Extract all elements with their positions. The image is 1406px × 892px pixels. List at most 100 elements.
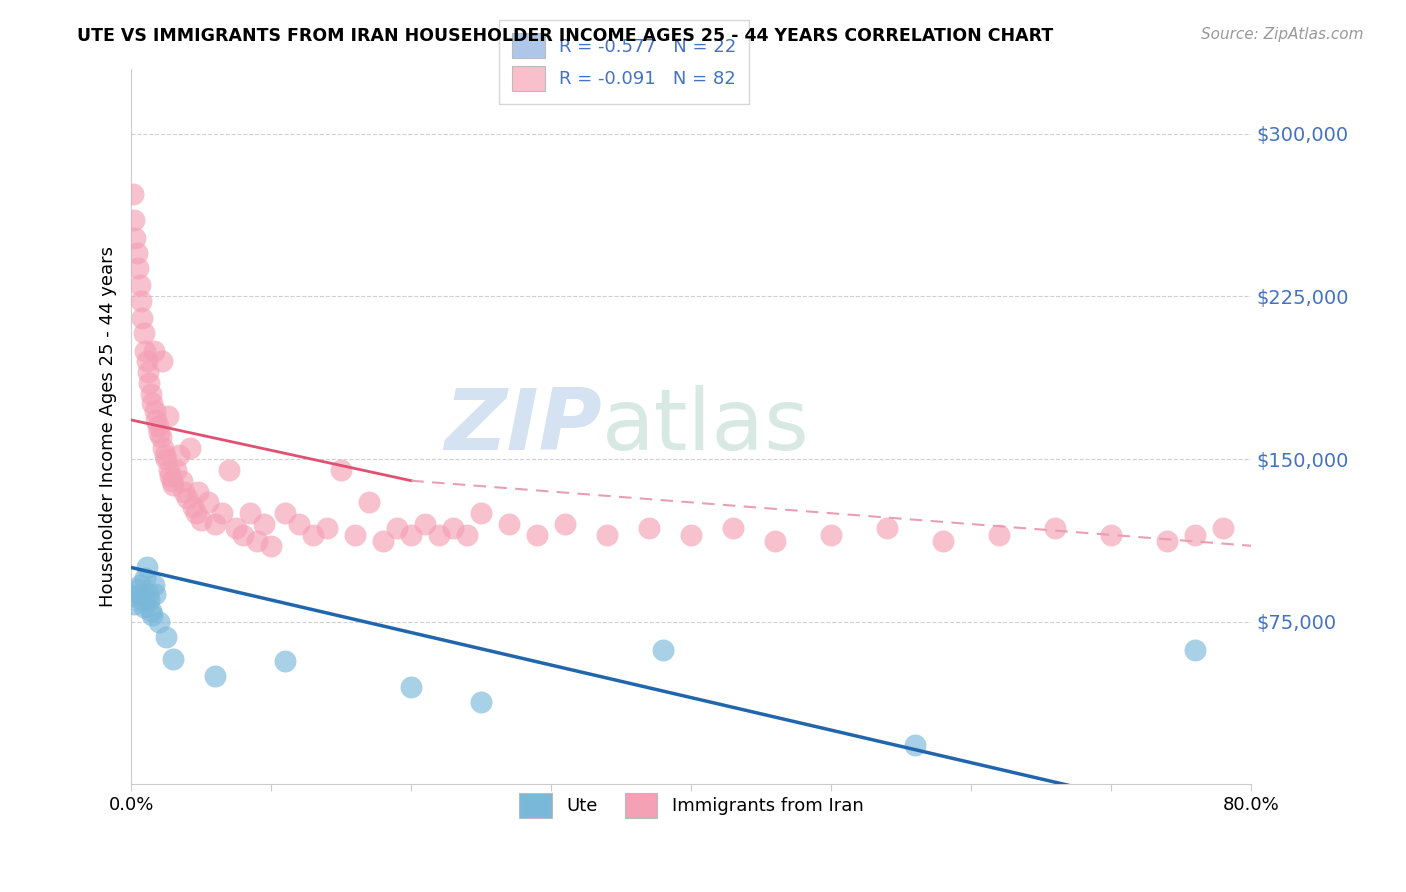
Point — [387, 521, 409, 535]
Point — [456, 528, 478, 542]
Text: atlas: atlas — [602, 385, 810, 468]
Point — [129, 293, 152, 308]
Point — [359, 495, 381, 509]
Point — [204, 517, 226, 532]
Point — [498, 517, 520, 532]
Point — [1212, 521, 1234, 535]
Point — [988, 528, 1011, 542]
Point — [135, 354, 157, 368]
Point — [142, 578, 165, 592]
Point — [143, 404, 166, 418]
Point — [554, 517, 576, 532]
Point — [681, 528, 703, 542]
Point — [155, 630, 177, 644]
Point — [136, 365, 159, 379]
Point — [122, 213, 145, 227]
Y-axis label: Householder Income Ages 25 - 44 years: Householder Income Ages 25 - 44 years — [100, 246, 117, 607]
Point — [143, 586, 166, 600]
Point — [167, 448, 190, 462]
Point — [190, 513, 212, 527]
Point — [723, 521, 745, 535]
Point — [157, 463, 180, 477]
Point — [596, 528, 619, 542]
Point — [132, 599, 155, 614]
Point — [413, 517, 436, 532]
Point — [153, 448, 176, 462]
Point — [211, 506, 233, 520]
Point — [156, 409, 179, 423]
Point — [246, 534, 269, 549]
Point — [260, 539, 283, 553]
Point — [173, 484, 195, 499]
Point — [134, 343, 156, 358]
Point — [1045, 521, 1067, 535]
Point — [652, 643, 675, 657]
Point — [132, 326, 155, 341]
Point — [932, 534, 955, 549]
Text: Source: ZipAtlas.com: Source: ZipAtlas.com — [1201, 27, 1364, 42]
Text: UTE VS IMMIGRANTS FROM IRAN HOUSEHOLDER INCOME AGES 25 - 44 YEARS CORRELATION CH: UTE VS IMMIGRANTS FROM IRAN HOUSEHOLDER … — [77, 27, 1053, 45]
Point — [225, 521, 247, 535]
Point — [1099, 528, 1122, 542]
Point — [253, 517, 276, 532]
Point — [176, 491, 198, 505]
Point — [470, 695, 492, 709]
Point — [181, 500, 204, 514]
Point — [316, 521, 339, 535]
Point — [141, 395, 163, 409]
Point — [876, 521, 898, 535]
Point — [149, 430, 172, 444]
Point — [148, 425, 170, 440]
Point — [179, 441, 201, 455]
Point — [763, 534, 786, 549]
Point — [124, 231, 146, 245]
Point — [125, 246, 148, 260]
Point — [165, 463, 187, 477]
Point — [150, 354, 173, 368]
Point — [146, 419, 169, 434]
Point — [160, 474, 183, 488]
Point — [145, 413, 167, 427]
Point — [139, 604, 162, 618]
Point — [441, 521, 464, 535]
Point — [232, 528, 254, 542]
Point — [904, 739, 927, 753]
Point — [204, 669, 226, 683]
Point — [127, 261, 149, 276]
Point — [170, 474, 193, 488]
Point — [162, 478, 184, 492]
Point — [121, 187, 143, 202]
Point — [344, 528, 367, 542]
Point — [401, 680, 423, 694]
Point — [239, 506, 262, 520]
Point — [820, 528, 842, 542]
Point — [162, 651, 184, 665]
Point — [134, 571, 156, 585]
Point — [155, 452, 177, 467]
Point — [427, 528, 450, 542]
Point — [138, 593, 160, 607]
Point — [470, 506, 492, 520]
Point — [187, 484, 209, 499]
Point — [138, 376, 160, 390]
Point — [135, 560, 157, 574]
Point — [129, 586, 152, 600]
Point — [152, 441, 174, 455]
Point — [526, 528, 548, 542]
Point — [131, 593, 153, 607]
Point — [1156, 534, 1178, 549]
Point — [139, 387, 162, 401]
Point — [127, 582, 149, 597]
Point — [122, 598, 145, 612]
Point — [128, 578, 150, 592]
Point — [330, 463, 353, 477]
Text: ZIP: ZIP — [444, 385, 602, 468]
Point — [159, 469, 181, 483]
Point — [1184, 643, 1206, 657]
Point — [131, 311, 153, 326]
Point — [274, 506, 297, 520]
Point — [401, 528, 423, 542]
Point — [148, 615, 170, 629]
Point — [302, 528, 325, 542]
Point — [1184, 528, 1206, 542]
